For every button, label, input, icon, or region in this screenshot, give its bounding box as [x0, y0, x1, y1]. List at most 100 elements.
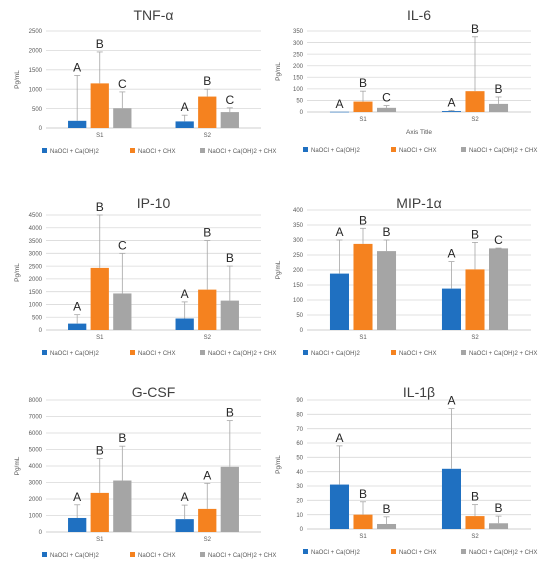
y-tick-label: 1000 [29, 87, 43, 93]
y-tick-label: 2000 [29, 497, 43, 503]
x-axis-label: Axis Title [406, 129, 432, 136]
bar [465, 269, 485, 330]
y-tick-label: 0 [39, 530, 43, 536]
y-tick-label: 200 [293, 64, 304, 70]
y-tick-label: 2500 [29, 29, 43, 35]
legend-item: NaOCl + CHX [138, 553, 176, 559]
significance-letter: B [359, 213, 367, 227]
significance-letter: A [73, 60, 81, 74]
y-tick-label: 50 [296, 313, 303, 319]
bar [68, 323, 87, 330]
x-tick-label: S1 [359, 335, 367, 341]
y-tick-label: 200 [293, 268, 304, 274]
legend-swatch [42, 350, 47, 355]
bar [175, 121, 194, 128]
legend-item: NaOCl + Ca(OH)2 + CHX [208, 553, 276, 559]
bar [353, 243, 373, 330]
y-tick-label: 20 [296, 499, 303, 505]
legend-item: NaOCl + Ca(OH)2 + CHX [469, 550, 537, 556]
y-tick-label: 4500 [29, 213, 43, 219]
x-tick-label: S1 [96, 335, 104, 341]
bar [377, 107, 397, 112]
significance-letter: B [96, 37, 104, 51]
legend-item: NaOCl + Ca(OH)2 + CHX [469, 351, 537, 357]
legend-swatch [42, 552, 47, 557]
bar [353, 514, 373, 529]
bar [465, 516, 485, 529]
legend-swatch [130, 350, 135, 355]
x-tick-label: S2 [204, 133, 212, 139]
y-tick-label: 2500 [29, 264, 43, 270]
significance-letter: A [203, 468, 211, 482]
legend: NaOCl + Ca(OH)2 NaOCl + CHX NaOCl + Ca(OH)… [303, 350, 537, 357]
y-tick-label: 70 [296, 427, 303, 433]
significance-letter: B [471, 490, 479, 504]
legend-swatch [130, 552, 135, 557]
legend-item: NaOCl + Ca(OH)2 [50, 351, 100, 357]
y-tick-label: 2000 [29, 49, 43, 55]
bar [329, 484, 349, 529]
legend-swatch [200, 148, 205, 153]
significance-letter: B [226, 406, 234, 420]
significance-letter: A [181, 287, 189, 301]
bar [198, 96, 217, 128]
y-tick-label: 300 [293, 238, 304, 244]
significance-letter: B [96, 444, 104, 458]
significance-letter: A [447, 394, 455, 408]
significance-letter: B [471, 227, 479, 241]
significance-letter: A [335, 225, 343, 239]
significance-letter: C [382, 91, 391, 105]
legend-swatch [200, 552, 205, 557]
y-tick-label: 500 [32, 315, 43, 321]
bar [489, 103, 509, 112]
bar [220, 300, 239, 330]
bar [90, 267, 109, 330]
significance-letter: B [359, 76, 367, 90]
bar [441, 468, 461, 529]
bar [489, 248, 509, 330]
chart-title: MIP-1α [396, 195, 441, 211]
legend: NaOCl + Ca(OH)2 NaOCl + CHX NaOCl + Ca(OH)… [303, 147, 537, 154]
legend-swatch [130, 148, 135, 153]
legend-item: NaOCl + Ca(OH)2 + CHX [469, 148, 537, 154]
bar [441, 288, 461, 330]
y-tick-label: 3500 [29, 239, 43, 245]
legend: NaOCl + Ca(OH)2 NaOCl + CHX NaOCl + Ca(OH)… [42, 552, 276, 559]
y-tick-label: 7000 [29, 415, 43, 421]
significance-letter: A [335, 431, 343, 445]
y-tick-label: 250 [293, 52, 304, 58]
y-tick-label: 4000 [29, 464, 43, 470]
legend-item: NaOCl + CHX [399, 351, 437, 357]
significance-letter: B [203, 226, 211, 240]
legend-item: NaOCl + Ca(OH)2 [50, 553, 100, 559]
significance-letter: C [494, 233, 503, 247]
bar [90, 83, 109, 128]
y-tick-label: 100 [293, 298, 304, 304]
chart-title: IL-1β [403, 384, 435, 400]
y-tick-label: 90 [296, 398, 303, 404]
x-tick-label: S2 [471, 534, 479, 540]
y-tick-label: 30 [296, 484, 303, 490]
legend-item: NaOCl + Ca(OH)2 [311, 148, 361, 154]
y-tick-label: 8000 [29, 398, 43, 404]
significance-letter: B [383, 502, 391, 516]
significance-letter: A [447, 247, 455, 261]
bar [441, 111, 461, 112]
bar [175, 519, 194, 532]
legend: NaOCl + Ca(OH)2 NaOCl + CHX NaOCl + Ca(OH)… [42, 350, 276, 357]
y-tick-label: 3000 [29, 481, 43, 487]
chart-panel: IP-10 0 500 1000 1500 2000 2500 3000 3500 4000 450… [14, 195, 276, 357]
legend-item: NaOCl + Ca(OH)2 [311, 550, 361, 556]
legend-swatch [391, 350, 396, 355]
y-tick-label: 10 [296, 513, 303, 519]
legend-swatch [461, 147, 466, 152]
x-tick-label: S1 [96, 537, 104, 543]
y-tick-label: 80 [296, 413, 303, 419]
chart-panel: IL-1β 0 10 20 30 40 50 60 70 80 90 Pg/mL A B B S1 A B B S2 N… [275, 384, 537, 556]
chart-title: TNF-α [134, 7, 174, 23]
chart-panel: G-CSF 0 1000 2000 3000 4000 5000 6000 7000 8000 Pg… [14, 384, 276, 559]
y-tick-label: 250 [293, 253, 304, 259]
chart-panel: MIP-1α 0 50 100 150 200 250 300 350 400 Pg/mL A B B S1… [275, 195, 537, 357]
x-tick-label: S2 [204, 335, 212, 341]
